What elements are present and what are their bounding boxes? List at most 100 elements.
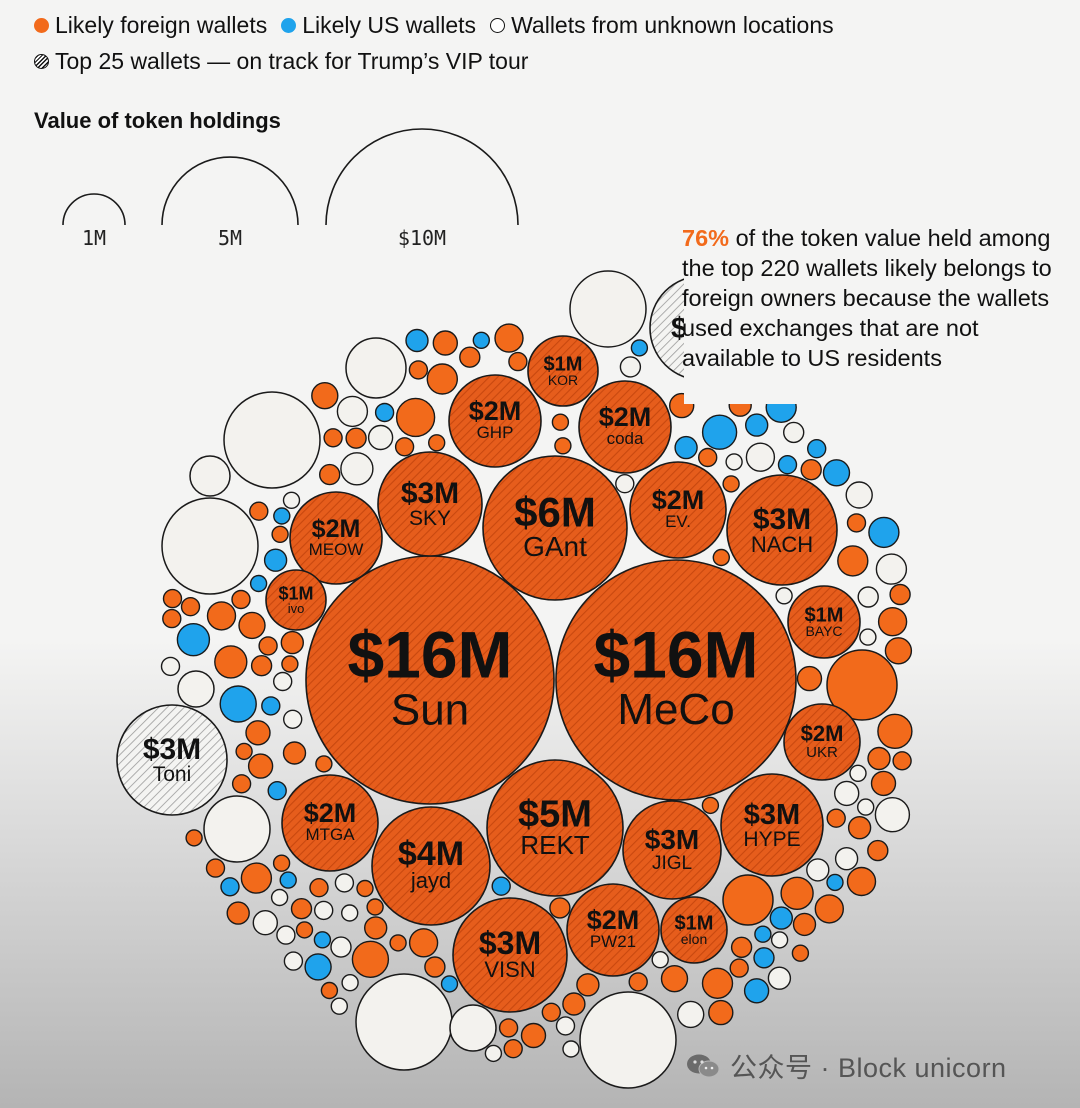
wallet-circle bbox=[448, 374, 542, 468]
small-wallet-bubble bbox=[549, 897, 571, 919]
small-wallet-bubble bbox=[314, 900, 334, 921]
small-wallet-bubble bbox=[867, 839, 889, 862]
small-wallet-bubble bbox=[330, 936, 352, 958]
wallet-name-label: jayd bbox=[410, 868, 451, 893]
small-wallet-bubble bbox=[315, 755, 333, 773]
small-wallet-bubble bbox=[214, 645, 248, 679]
small-wallet-bubble bbox=[206, 601, 237, 631]
small-wallet-bubble bbox=[780, 876, 814, 910]
wallet-circle bbox=[787, 585, 861, 659]
legend-unknown: Wallets from unknown locations bbox=[490, 12, 834, 39]
small-wallet-bubble bbox=[424, 956, 446, 978]
small-wallet-bubble bbox=[745, 413, 769, 437]
wallet-value-label: $1M bbox=[278, 583, 313, 603]
small-wallet-bubble bbox=[725, 453, 743, 471]
wallet-name-label: MEOW bbox=[309, 540, 364, 559]
wallet-name-label: JIGL bbox=[652, 853, 692, 874]
small-wallet-bubble bbox=[279, 871, 297, 889]
small-wallet-bubble bbox=[867, 746, 891, 771]
wallet-value-label: $16M bbox=[347, 618, 512, 692]
small-wallet-bubble bbox=[249, 501, 269, 521]
small-wallet-bubble bbox=[367, 424, 394, 451]
wallet-circle bbox=[622, 800, 722, 900]
small-wallet-bubble bbox=[231, 589, 251, 610]
wallet-value-label: $2M bbox=[587, 905, 640, 935]
small-wallet-bubble bbox=[562, 1040, 580, 1058]
small-wallet-bubble bbox=[219, 685, 257, 723]
small-wallet-bubble bbox=[551, 413, 570, 431]
wallet-circle bbox=[116, 704, 228, 816]
small-wallet-bubble bbox=[177, 670, 215, 708]
hatched-swatch-icon bbox=[34, 54, 49, 69]
wallet-circle bbox=[281, 774, 379, 872]
small-wallet-bubble bbox=[743, 978, 770, 1004]
small-wallet-bubble bbox=[541, 1002, 561, 1022]
small-wallet-bubble bbox=[826, 808, 846, 828]
wallet-circle bbox=[371, 806, 491, 926]
wallet-value-label: $4M bbox=[398, 835, 464, 873]
wallet-name-label: PW21 bbox=[590, 932, 636, 951]
small-wallet-bubble bbox=[290, 898, 313, 920]
legend-foreign-label: Likely foreign wallets bbox=[55, 12, 268, 38]
wallet-name-label: GHP bbox=[477, 423, 514, 442]
small-wallet-bubble bbox=[356, 879, 374, 898]
wallet-value-label: $2M bbox=[599, 402, 652, 432]
small-wallet-bubble bbox=[280, 630, 304, 655]
small-wallet-bubble bbox=[309, 878, 329, 898]
legend-top25: Top 25 wallets — on track for Trump’s VI… bbox=[34, 48, 528, 75]
small-wallet-bubble bbox=[258, 636, 278, 656]
small-wallet-bubble bbox=[389, 934, 407, 952]
small-wallet-bubble bbox=[231, 774, 252, 794]
small-wallet-bubble bbox=[498, 1018, 519, 1038]
foreign-swatch-icon bbox=[34, 18, 49, 33]
watermark: 公众号 · Block unicorn bbox=[686, 1046, 1007, 1085]
small-wallet-bubble bbox=[698, 447, 718, 468]
small-wallet-bubble bbox=[651, 951, 669, 969]
small-wallet-bubble bbox=[806, 858, 830, 882]
small-wallet-bubble bbox=[405, 328, 429, 353]
small-wallet-bubble bbox=[345, 337, 407, 399]
small-wallet-bubble bbox=[408, 928, 439, 958]
small-wallet-bubble bbox=[240, 862, 273, 894]
wallet-value-label: $3M bbox=[401, 477, 459, 510]
small-wallet-bubble bbox=[892, 751, 912, 771]
small-wallet-bubble bbox=[160, 656, 181, 677]
annotation-text: of the token value held among the top 22… bbox=[682, 225, 1052, 371]
wallet-value-label: $2M bbox=[304, 798, 357, 828]
small-wallet-bubble bbox=[712, 548, 730, 567]
small-wallet-bubble bbox=[261, 696, 281, 716]
wallet-circle bbox=[720, 773, 824, 877]
small-wallet-bubble bbox=[722, 874, 774, 926]
small-wallet-bubble bbox=[355, 973, 453, 1071]
small-wallet-bubble bbox=[677, 1000, 705, 1029]
small-wallet-bubble bbox=[576, 973, 600, 997]
small-wallet-bubble bbox=[323, 428, 343, 448]
small-wallet-bubble bbox=[875, 553, 908, 585]
small-wallet-bubble bbox=[754, 925, 772, 943]
small-wallet-bubble bbox=[238, 611, 266, 640]
small-wallet-bubble bbox=[245, 720, 271, 746]
small-wallet-bubble bbox=[562, 992, 586, 1016]
small-wallet-bubble bbox=[162, 588, 183, 609]
small-wallet-bubble bbox=[276, 925, 296, 945]
small-wallet-bubble bbox=[708, 999, 734, 1026]
wallet-value-label: $6M bbox=[514, 489, 596, 536]
wallet-circle bbox=[726, 474, 838, 586]
wallet-value-label: $1M bbox=[675, 912, 714, 934]
size-legend: 1M 5M $10M bbox=[62, 128, 519, 250]
small-wallet-bubble bbox=[701, 967, 734, 999]
legend-unknown-label: Wallets from unknown locations bbox=[511, 12, 834, 38]
legend-us: Likely US wallets bbox=[281, 12, 476, 39]
small-wallet-bubble bbox=[282, 741, 307, 765]
legend-us-label: Likely US wallets bbox=[302, 12, 477, 38]
wallet-value-label: $3M bbox=[143, 733, 201, 766]
small-wallet-bubble bbox=[849, 764, 867, 782]
